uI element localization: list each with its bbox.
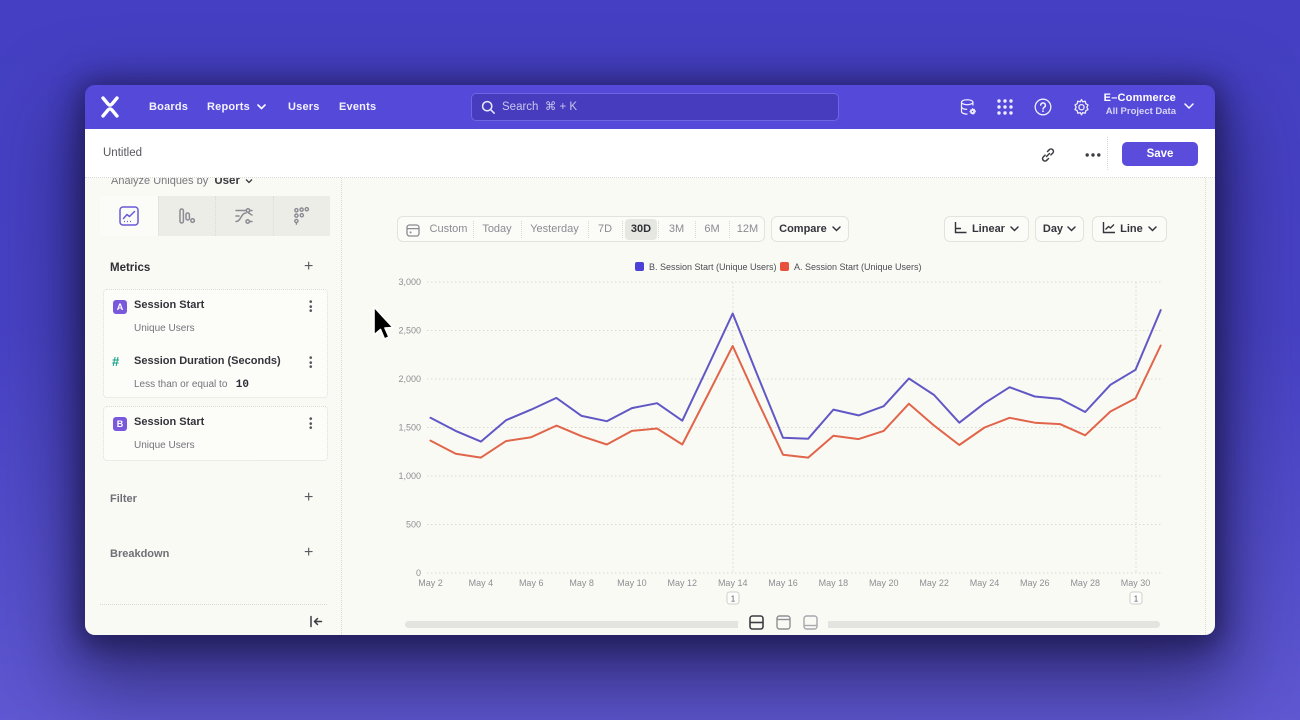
svg-text:500: 500 bbox=[406, 519, 421, 529]
svg-text:1: 1 bbox=[1134, 595, 1139, 604]
svg-text:1: 1 bbox=[731, 595, 736, 604]
svg-text:2,500: 2,500 bbox=[398, 325, 421, 335]
svg-text:May 14: May 14 bbox=[718, 578, 748, 588]
svg-text:May 12: May 12 bbox=[668, 578, 698, 588]
svg-text:May 24: May 24 bbox=[970, 578, 1000, 588]
svg-text:May 26: May 26 bbox=[1020, 578, 1050, 588]
svg-text:May 2: May 2 bbox=[418, 578, 443, 588]
svg-text:May 8: May 8 bbox=[569, 578, 594, 588]
svg-text:May 10: May 10 bbox=[617, 578, 647, 588]
svg-text:May 28: May 28 bbox=[1070, 578, 1100, 588]
svg-text:May 20: May 20 bbox=[869, 578, 899, 588]
svg-text:May 16: May 16 bbox=[768, 578, 798, 588]
svg-text:May 6: May 6 bbox=[519, 578, 544, 588]
svg-text:0: 0 bbox=[416, 568, 421, 578]
svg-text:May 18: May 18 bbox=[819, 578, 849, 588]
svg-text:3,000: 3,000 bbox=[398, 277, 421, 287]
svg-text:2,000: 2,000 bbox=[398, 374, 421, 384]
svg-text:May 22: May 22 bbox=[919, 578, 949, 588]
svg-text:May 30: May 30 bbox=[1121, 578, 1151, 588]
svg-text:May 4: May 4 bbox=[469, 578, 494, 588]
svg-text:1,500: 1,500 bbox=[398, 422, 421, 432]
svg-text:1,000: 1,000 bbox=[398, 471, 421, 481]
